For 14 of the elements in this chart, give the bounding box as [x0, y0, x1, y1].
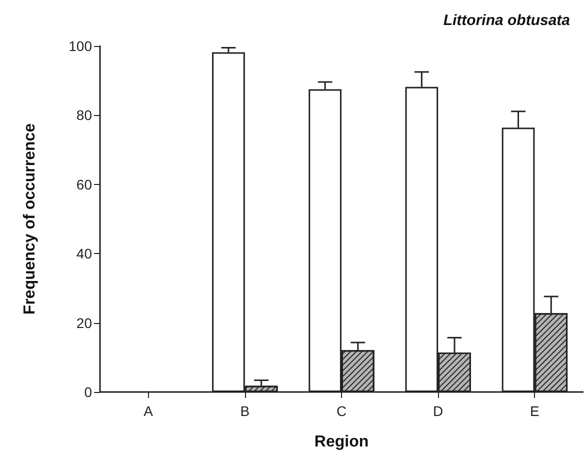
y-tick-label: 0	[84, 384, 92, 400]
x-axis-title: Region	[314, 434, 369, 450]
chart-title: Littorina obtusata	[443, 12, 570, 29]
y-tick-label: 80	[76, 107, 92, 124]
y-axis-title: Frequency of occurrence	[22, 123, 38, 315]
x-tick-label: C	[336, 403, 347, 419]
x-tick-label: E	[530, 403, 540, 419]
y-tick-label: 40	[76, 246, 92, 262]
x-tick-label: A	[144, 403, 154, 419]
y-tick-label: 20	[76, 314, 92, 331]
y-tick-label: 60	[76, 176, 92, 192]
x-tick-label: D	[433, 403, 444, 419]
x-tick-label: B	[240, 403, 250, 419]
y-tick-label: 100	[68, 38, 92, 54]
